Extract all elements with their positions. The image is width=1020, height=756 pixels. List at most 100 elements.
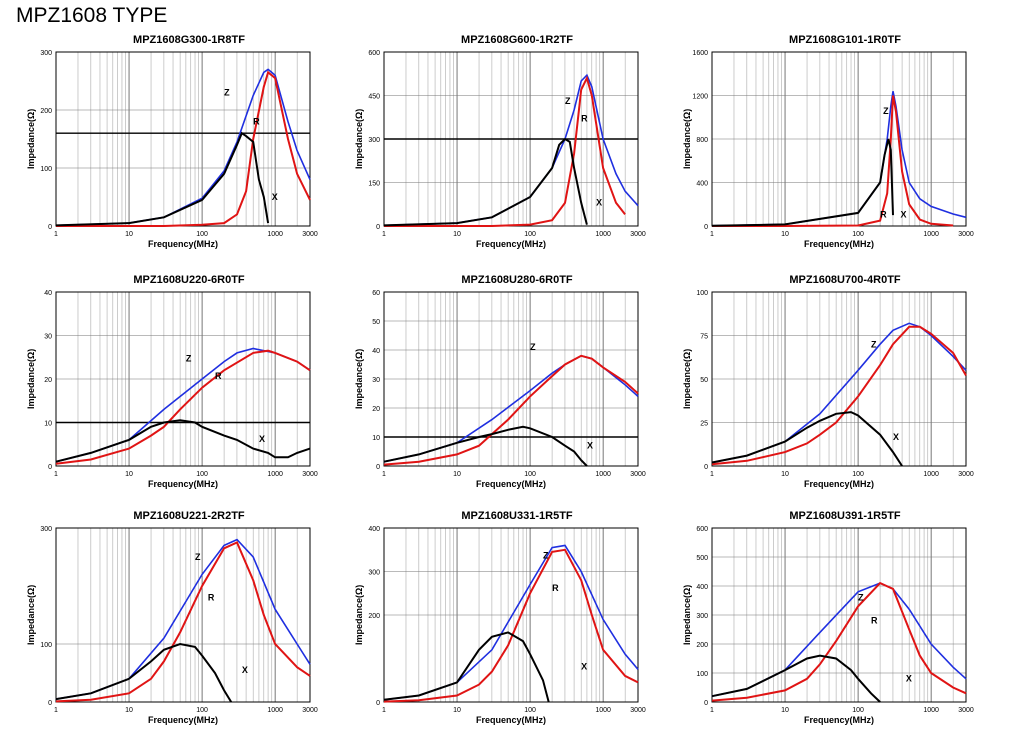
chart-panel: MPZ1608G300-1R8TF Impedance(Ω) Frequency(M…	[24, 34, 354, 274]
x-tick-label: 1	[382, 231, 386, 238]
x-tick-label: 100	[852, 707, 864, 714]
chart-title: MPZ1608U391-1R5TF	[789, 510, 901, 522]
chart-title: MPZ1608U221-2R2TF	[133, 510, 245, 522]
chart-panel: MPZ1608U391-1R5TF Impedance(Ω) Frequency(M…	[680, 510, 1010, 750]
plot-frame	[711, 527, 967, 703]
y-tick-label: 150	[368, 181, 380, 188]
x-tick-label: 1000	[923, 231, 939, 238]
chart-svg: 0 10 20 30 40 1 10 100 1000 3000 Z R X	[44, 290, 318, 478]
x-tick-label: 1000	[267, 231, 283, 238]
x-tick-label: 3000	[958, 231, 974, 238]
chart-panel: MPZ1608U700-4R0TF Impedance(Ω) Frequency(M…	[680, 274, 1010, 514]
y-tick-label: 25	[700, 421, 708, 428]
y-tick-label: 300	[696, 613, 708, 620]
x-axis-label: Frequency(MHz)	[803, 239, 874, 249]
x-tick-label: 3000	[630, 707, 646, 714]
x-axis-label: Frequency(MHz)	[475, 715, 546, 725]
x-tick-label: 1000	[923, 707, 939, 714]
x-tick-label: 10	[125, 231, 133, 238]
chart-title: MPZ1608G300-1R8TF	[133, 34, 245, 46]
series-annotation: R	[581, 114, 588, 124]
y-tick-label: 50	[372, 319, 380, 326]
series-annotation: X	[906, 674, 912, 684]
series-annotation: X	[596, 198, 602, 208]
y-tick-label: 600	[696, 526, 708, 533]
y-tick-label: 300	[368, 570, 380, 577]
x-tick-label: 1	[382, 707, 386, 714]
series-line-r	[712, 95, 954, 227]
series-line-x	[383, 425, 588, 467]
chart-svg: 0 100 200 300 400 500 600 1 10 100 1000 3000 Z R X	[696, 526, 974, 714]
x-tick-label: 10	[453, 231, 461, 238]
x-axis-label: Frequency(MHz)	[147, 239, 218, 249]
y-tick-label: 50	[700, 377, 708, 384]
series-line-r	[55, 349, 311, 465]
chart-svg: 0 25 50 75 100 1 10 100 1000 3000 Z X	[696, 290, 974, 478]
series-annotation: R	[871, 616, 878, 626]
x-tick-label: 100	[524, 707, 536, 714]
series-line-x	[55, 419, 311, 463]
series-line-x	[711, 411, 903, 467]
y-tick-label: 100	[696, 671, 708, 678]
series-line-r	[383, 354, 639, 466]
y-tick-label: 0	[704, 700, 708, 707]
series-line-x	[711, 654, 881, 703]
series-line-x	[55, 642, 233, 703]
series-annotation: Z	[224, 88, 230, 98]
series-line-x	[383, 631, 550, 703]
y-tick-label: 40	[44, 290, 52, 297]
y-tick-label: 0	[376, 464, 380, 471]
x-tick-label: 10	[453, 471, 461, 478]
y-tick-label: 0	[376, 700, 380, 707]
x-tick-label: 3000	[958, 707, 974, 714]
x-tick-label: 1	[710, 471, 714, 478]
y-tick-label: 300	[368, 137, 380, 144]
x-tick-label: 100	[852, 231, 864, 238]
y-tick-label: 100	[40, 166, 52, 173]
series-line-r	[711, 325, 967, 466]
x-tick-label: 1000	[267, 707, 283, 714]
y-tick-label: 0	[704, 224, 708, 231]
y-tick-label: 10	[44, 421, 52, 428]
plot-frame	[383, 527, 639, 703]
plot-frame	[55, 291, 311, 467]
plot-frame	[55, 527, 311, 703]
x-tick-label: 100	[196, 707, 208, 714]
x-tick-label: 100	[196, 231, 208, 238]
series-annotation: R	[552, 583, 559, 593]
series-annotation: X	[587, 441, 593, 451]
chart-title: MPZ1608U331-1R5TF	[461, 510, 573, 522]
series-annotation: Z	[195, 552, 201, 562]
series-annotation: X	[893, 432, 899, 442]
series-annotation: X	[581, 661, 587, 671]
series-annotation: Z	[858, 593, 864, 603]
x-tick-label: 1	[710, 707, 714, 714]
chart-svg: 0 10 20 30 40 50 60 1 10 100 1000 3000 Z X	[372, 290, 646, 478]
y-tick-label: 600	[368, 50, 380, 57]
series-line-r	[384, 75, 626, 227]
y-tick-label: 40	[372, 348, 380, 355]
plot-frame	[711, 291, 967, 467]
x-axis-label: Frequency(MHz)	[803, 479, 874, 489]
x-tick-label: 1000	[267, 471, 283, 478]
chart-panel: MPZ1608U280-6R0TF Impedance(Ω) Frequency(M…	[352, 274, 682, 514]
x-tick-label: 1000	[595, 707, 611, 714]
chart-panel: MPZ1608U221-2R2TF Impedance(Ω) Frequency(M…	[24, 510, 354, 750]
x-axis-label: Frequency(MHz)	[475, 479, 546, 489]
y-tick-label: 400	[696, 181, 708, 188]
series-annotation: R	[208, 593, 215, 603]
series-annotation: Z	[530, 342, 536, 352]
x-tick-label: 1	[382, 471, 386, 478]
x-tick-label: 1	[54, 231, 58, 238]
chart-panel: MPZ1608G600-1R2TF Impedance(Ω) Frequency(M…	[352, 34, 682, 274]
x-tick-label: 1000	[923, 471, 939, 478]
x-tick-label: 1	[710, 231, 714, 238]
x-tick-label: 3000	[302, 231, 318, 238]
y-tick-label: 0	[48, 700, 52, 707]
y-tick-label: 75	[700, 334, 708, 341]
x-axis-label: Frequency(MHz)	[475, 239, 546, 249]
chart-title: MPZ1608U280-6R0TF	[461, 274, 573, 286]
x-tick-label: 100	[524, 231, 536, 238]
y-tick-label: 60	[372, 290, 380, 297]
x-tick-label: 3000	[958, 471, 974, 478]
